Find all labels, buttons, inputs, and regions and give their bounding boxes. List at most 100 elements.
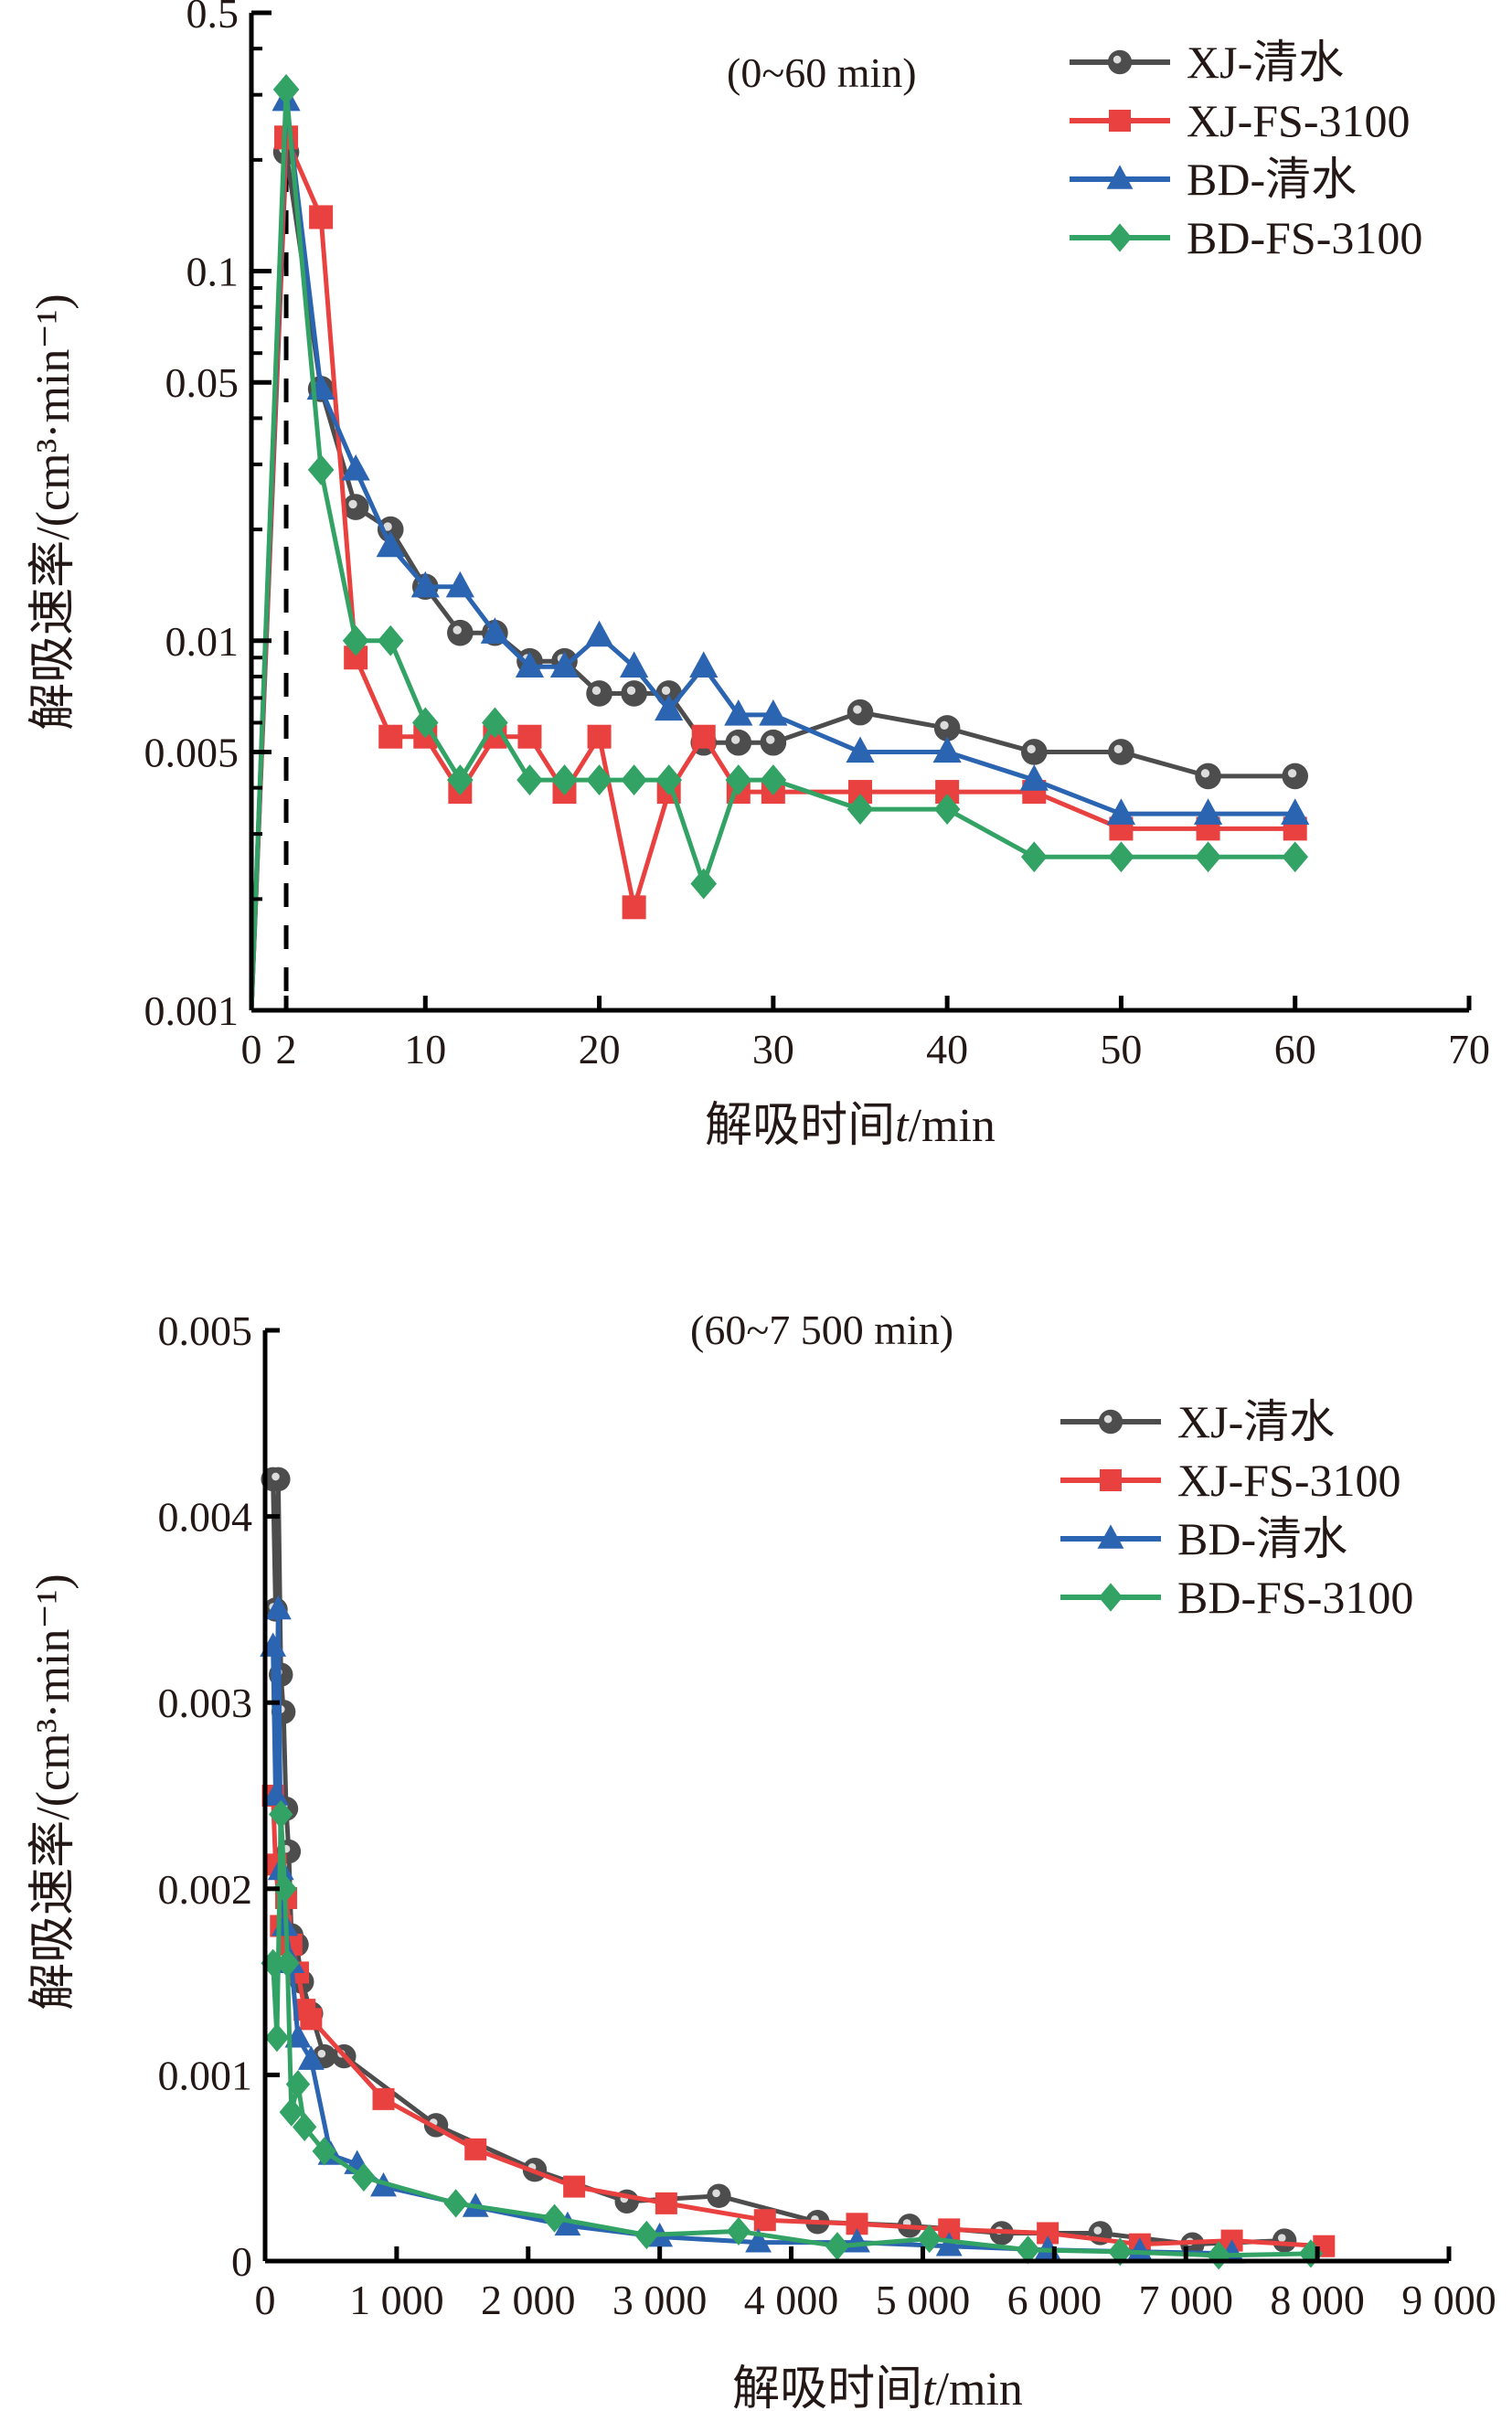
data-point: [443, 2189, 468, 2218]
plot-lines: [260, 1467, 1336, 2270]
series-2: [260, 1595, 1245, 2264]
data-point: [655, 694, 684, 721]
x-tick-label: 40: [926, 1026, 968, 1072]
data-point: [1016, 2235, 1040, 2265]
marker-highlight: [317, 2049, 326, 2058]
x-tick-label: 0: [255, 2277, 276, 2323]
marker-highlight: [1287, 769, 1297, 778]
marker-highlight: [1277, 2234, 1286, 2243]
legend-marker-diamond-icon: [1107, 223, 1133, 252]
data-point: [1106, 798, 1136, 825]
x-axis-title-suffix: /min: [936, 2363, 1023, 2411]
data-point: [517, 724, 542, 749]
y-tick-label: 0.5: [186, 0, 240, 37]
x-tick-label: 50: [1100, 1026, 1142, 1072]
data-point: [622, 895, 646, 920]
x-axis: 0 1 000 2 000 3 000 4 000 5 000 6 000 7 000 8 00…: [255, 2246, 1496, 2323]
series-3: [261, 1799, 1324, 2270]
x-tick-label: 8 000: [1270, 2277, 1365, 2323]
data-point: [482, 707, 508, 739]
series-line: [271, 1795, 1325, 2249]
legend-label: BD-FS-3100: [1187, 212, 1422, 263]
data-point: [759, 699, 788, 726]
x-axis-title-prefix: 解吸时间: [705, 1100, 895, 1152]
marker-highlight: [731, 735, 740, 744]
legend-item: BD-FS-3100: [1070, 212, 1422, 263]
chart-annotation: (60~7 500 min): [690, 1307, 953, 1353]
data-point: [935, 2232, 963, 2256]
data-point: [933, 794, 961, 825]
data-point: [725, 764, 752, 795]
data-point: [726, 2216, 751, 2246]
marker-highlight: [661, 686, 671, 696]
x-tick-label: 10: [404, 1026, 446, 1072]
marker-highlight: [1113, 55, 1122, 64]
y-tick-label: 0.003: [158, 1680, 253, 1726]
data-point: [341, 453, 370, 481]
x-tick-label: 2 000: [481, 2277, 576, 2323]
marker-highlight: [1103, 1414, 1113, 1424]
data-point: [753, 2209, 776, 2232]
legend-marker-triangle-icon: [1106, 165, 1134, 189]
y-tick-label: 0.005: [144, 729, 240, 775]
data-point: [1020, 841, 1048, 873]
legend: XJ-清水 XJ-FS-3100 BD-清水 BD-FS-3100: [1060, 1396, 1413, 1623]
data-point: [264, 2023, 290, 2053]
data-point: [1019, 764, 1049, 791]
data-point: [410, 571, 440, 598]
marker-highlight: [766, 735, 775, 744]
x-tick-label: 30: [752, 1026, 794, 1072]
legend-marker-triangle-icon: [1097, 1524, 1124, 1549]
data-point: [300, 2008, 323, 2031]
marker-highlight: [1093, 2226, 1102, 2235]
x-axis-title-var: t: [895, 1100, 910, 1152]
y-tick-label: 0.001: [144, 987, 240, 1034]
x-tick-label: 1 000: [349, 2277, 444, 2323]
series-line: [249, 87, 1295, 1011]
data-point: [689, 651, 719, 678]
data-point: [745, 2228, 772, 2253]
data-point: [690, 868, 718, 900]
data-point: [372, 2087, 395, 2110]
marker-highlight: [940, 720, 949, 730]
x-axis-title: 解吸时间t/min: [732, 2363, 1023, 2411]
series-2: [249, 84, 1310, 1011]
data-point: [351, 2162, 377, 2192]
data-point: [724, 699, 753, 726]
x-axis-title-prefix: 解吸时间: [732, 2363, 922, 2411]
series-0: [261, 1467, 1297, 2256]
y-tick-label: 0.002: [158, 1866, 253, 1913]
data-point: [464, 2138, 487, 2160]
legend-item: BD-FS-3100: [1060, 1572, 1413, 1623]
data-point: [1282, 841, 1309, 873]
chart-log-0-60min: 0.001 0.005 0.01 0.05 0.1 0.5 0 2 10 20 30 40 50 60 7…: [27, 0, 1490, 1152]
data-point: [285, 2069, 311, 2099]
chart-annotation: (0~60 min): [727, 49, 917, 96]
legend-item: BD-清水: [1060, 1513, 1347, 1564]
data-point: [516, 764, 543, 795]
x-tick-label: 5 000: [876, 2277, 971, 2323]
data-point: [587, 724, 612, 749]
legend: XJ-清水 XJ-FS-3100 BD-清水 BD-FS-3100: [1070, 37, 1422, 263]
data-point: [272, 1874, 297, 1904]
data-point: [846, 736, 875, 763]
plot-lines: [249, 74, 1310, 1011]
y-tick-label: 0.001: [158, 2052, 253, 2098]
data-point: [655, 764, 682, 795]
data-point: [275, 1948, 300, 1978]
data-point: [272, 74, 300, 105]
data-point: [1193, 798, 1223, 825]
legend-label: BD-清水: [1177, 1513, 1347, 1564]
marker-highlight: [1200, 769, 1210, 778]
marker-highlight: [453, 625, 462, 635]
data-point: [1126, 2237, 1154, 2262]
data-point: [563, 2175, 586, 2198]
legend-item: XJ-FS-3100: [1060, 1455, 1400, 1506]
data-point: [342, 624, 369, 656]
series-line: [249, 134, 1295, 1011]
data-point: [542, 2203, 567, 2233]
data-point: [297, 2045, 325, 2070]
data-point: [1281, 798, 1310, 825]
legend-item: XJ-FS-3100: [1070, 95, 1410, 146]
x-axis: 0 2 10 20 30 40 50 60 70: [241, 996, 1490, 1072]
